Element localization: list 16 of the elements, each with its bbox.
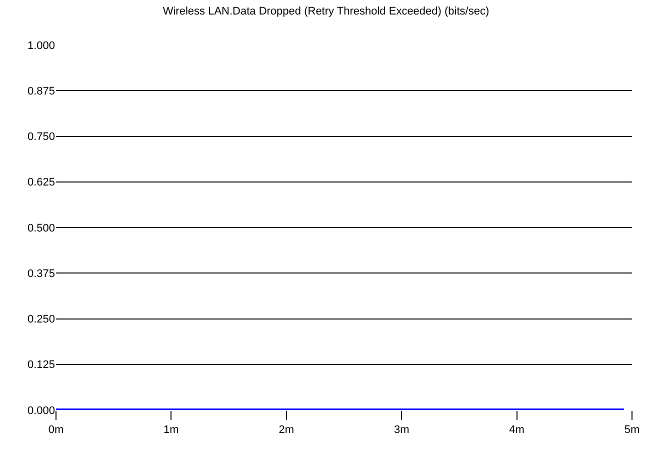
x-tick-label: 0m xyxy=(48,424,64,436)
y-tick-label: 0.000 xyxy=(27,404,55,417)
y-tick-label: 0.500 xyxy=(27,222,55,234)
x-tick-label: 2m xyxy=(278,424,294,436)
y-tick-label: 0.125 xyxy=(27,359,55,372)
y-tick-label: 0.250 xyxy=(27,314,55,326)
x-tick-label: 3m xyxy=(394,424,410,436)
y-tick-label: 0.875 xyxy=(27,85,55,98)
chart-title: Wireless LAN.Data Dropped (Retry Threshold Exceeded) (bits/sec) xyxy=(162,6,490,18)
x-tick-label: 4m xyxy=(509,424,524,436)
y-tick-label: 0.750 xyxy=(27,131,55,144)
y-tick-label: 0.375 xyxy=(27,268,55,280)
x-tick-label: 5m xyxy=(624,424,640,436)
y-tick-label: 1.000 xyxy=(27,40,55,52)
y-tick-label: 0.625 xyxy=(27,176,55,189)
x-tick-label: 1m xyxy=(164,424,179,436)
